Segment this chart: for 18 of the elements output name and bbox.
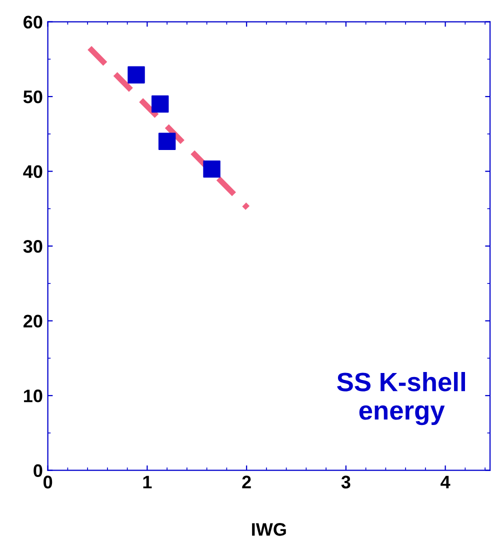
point xyxy=(152,95,169,113)
x-tick-label: 0 xyxy=(44,476,52,488)
x-tick-label: 4 xyxy=(440,476,450,488)
y-tick-label: 30 xyxy=(23,240,42,253)
x-axis-title: IWG xyxy=(252,523,286,536)
x-tick-label: 3 xyxy=(341,476,350,488)
x-tick-label: 1 xyxy=(143,476,152,488)
annotation: SS K-shell energy xyxy=(337,372,465,426)
point xyxy=(158,132,176,150)
y-tick-label: 60 xyxy=(24,16,42,29)
y-tick-label: 40 xyxy=(23,165,42,178)
y-tick-label: 50 xyxy=(23,90,42,104)
y-tick-label: 20 xyxy=(24,314,42,328)
y-tick-label: 0 xyxy=(34,464,42,478)
point xyxy=(128,66,145,84)
y-tick-label: 10 xyxy=(24,390,42,402)
x-tick-label: 2 xyxy=(242,476,251,488)
point xyxy=(203,160,220,178)
